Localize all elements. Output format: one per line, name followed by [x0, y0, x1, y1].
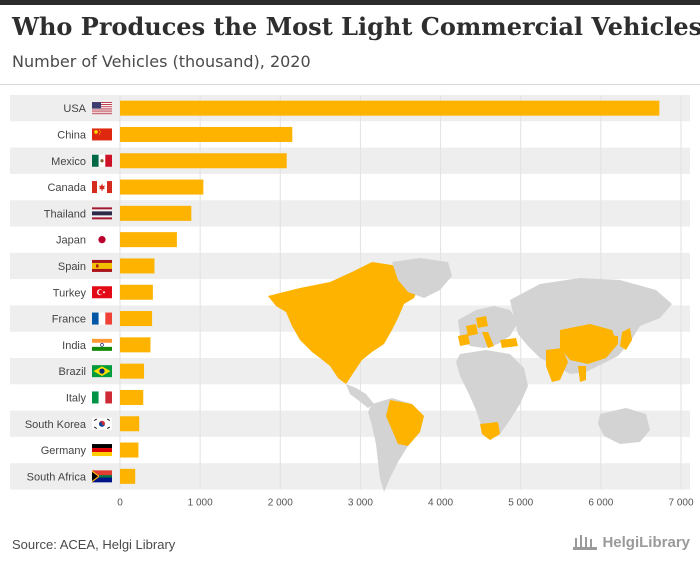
x-tick-label: 3 000: [348, 498, 373, 509]
x-axis-ticks: 0 1 000 2 000 3 000 4 000 5 000 6 000 7 000: [117, 498, 694, 509]
spain-flag-icon: [92, 259, 112, 272]
category-label: Germany: [41, 445, 87, 457]
thailand-flag-icon: [92, 207, 112, 220]
bar: [120, 468, 136, 484]
map-africa: [456, 350, 528, 440]
map-south-africa: [480, 422, 500, 440]
bar: [120, 232, 177, 248]
map-brazil: [386, 400, 424, 446]
bar: [120, 205, 192, 221]
map-italy: [482, 332, 494, 348]
x-tick-label: 6 000: [588, 498, 613, 509]
map-central-america: [346, 384, 374, 408]
world-map-illustration: [268, 258, 672, 492]
category-label: USA: [63, 103, 86, 115]
category-label: South Korea: [25, 419, 87, 431]
header-divider: [0, 84, 700, 85]
china-flag-icon: [92, 128, 112, 141]
map-germany: [476, 316, 488, 328]
category-label: Brazil: [58, 366, 86, 378]
bar: [120, 311, 153, 327]
bar: [120, 153, 287, 169]
brazil-flag-icon: [92, 365, 112, 378]
bar: [120, 179, 204, 195]
turkey-flag-icon: [92, 286, 112, 299]
map-china: [560, 324, 618, 364]
chart-title: Who Produces the Most Light Commercial V…: [12, 12, 700, 41]
category-label: China: [57, 129, 87, 141]
bar: [120, 416, 140, 432]
category-label: Japan: [56, 235, 86, 247]
india-flag-icon: [92, 338, 112, 351]
x-tick-label: 2 000: [268, 498, 293, 509]
bars: [120, 100, 660, 484]
map-spain: [458, 334, 470, 346]
x-tick-label: 1 000: [188, 498, 213, 509]
category-label: France: [52, 314, 86, 326]
map-greenland: [392, 258, 452, 298]
map-france: [466, 324, 478, 336]
bar: [120, 126, 293, 142]
category-label: Italy: [66, 392, 87, 404]
bar: [120, 100, 660, 116]
mexico-flag-icon: [92, 154, 112, 167]
category-labels: USA China Mexico Canada Thailand Japan Spain Tu…: [25, 103, 87, 483]
top-rule: [0, 0, 700, 5]
bar: [120, 389, 144, 405]
x-tick-label: 4 000: [428, 498, 453, 509]
map-thailand: [578, 366, 586, 382]
canada-flag-icon: [92, 181, 112, 194]
bar: [120, 337, 151, 353]
library-building-icon: [573, 535, 598, 550]
bar: [120, 284, 153, 300]
x-tick-label: 5 000: [508, 498, 533, 509]
italy-flag-icon: [92, 391, 112, 404]
x-tick-label: 0: [117, 498, 123, 509]
source-note: Source: ACEA, Helgi Library: [12, 537, 176, 552]
brand-name: HelgiLibrary: [602, 533, 690, 551]
chart-subtitle: Number of Vehicles (thousand), 2020: [12, 52, 311, 71]
map-india: [546, 348, 568, 382]
x-tick-label: 7 000: [668, 498, 693, 509]
map-turkey: [500, 338, 518, 348]
south-korea-flag-icon: [92, 417, 112, 430]
south-africa-flag-icon: [92, 470, 112, 483]
flags: [92, 102, 112, 483]
bar: [120, 363, 145, 379]
category-label: India: [62, 340, 87, 352]
category-label: South Africa: [27, 471, 87, 483]
category-label: Spain: [58, 261, 86, 273]
bar: [120, 258, 155, 274]
germany-flag-icon: [92, 444, 112, 457]
japan-flag-icon: [92, 233, 112, 246]
us-flag-icon: [92, 102, 112, 115]
map-japan: [620, 328, 632, 350]
map-europe: [458, 306, 518, 348]
helgi-library-logo: HelgiLibrary: [572, 533, 690, 551]
map-australia: [598, 408, 650, 444]
map-north-america: [268, 262, 420, 384]
map-south-korea: [612, 336, 618, 344]
category-label: Mexico: [51, 156, 86, 168]
category-label: Turkey: [53, 287, 87, 299]
france-flag-icon: [92, 312, 112, 325]
category-label: Canada: [47, 182, 86, 194]
category-label: Thailand: [44, 208, 86, 220]
bar: [120, 442, 139, 458]
